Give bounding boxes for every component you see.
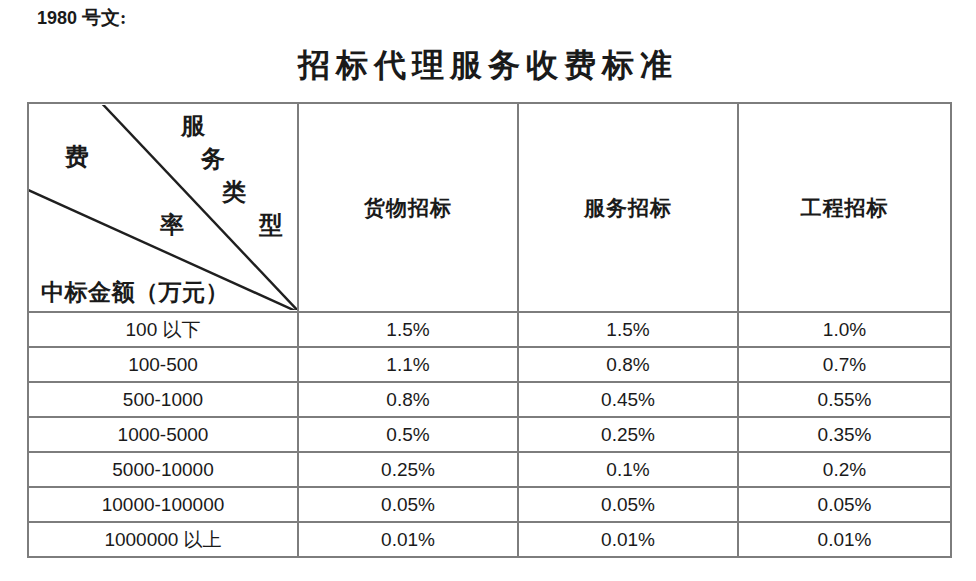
document-page: { "doc_ref": { "number": "1980", "suffix… — [0, 0, 976, 581]
row-range-cell: 100 以下 — [28, 312, 298, 347]
table-row: 100 以下 1.5% 1.5% 1.0% — [28, 312, 951, 347]
rate-cell: 0.35% — [738, 417, 951, 452]
row-range-cell: 1000000 以上 — [28, 522, 298, 557]
rate-cell: 0.1% — [518, 452, 738, 487]
corner-type-char-1: 服 — [181, 114, 205, 138]
rate-cell: 0.05% — [738, 487, 951, 522]
table-row: 1000000 以上 0.01% 0.01% 0.01% — [28, 522, 951, 557]
column-header-engineering: 工程招标 — [738, 103, 951, 312]
table-row: 1000-5000 0.5% 0.25% 0.35% — [28, 417, 951, 452]
rate-cell: 1.1% — [298, 347, 518, 382]
table-row: 5000-10000 0.25% 0.1% 0.2% — [28, 452, 951, 487]
rate-cell: 0.05% — [298, 487, 518, 522]
rate-cell: 1.5% — [298, 312, 518, 347]
fee-standard-table: 服 务 类 型 费 率 中标金额（万元） 货物招标 服务招标 工程招标 100 … — [27, 102, 952, 558]
corner-rate-char-2: 率 — [160, 213, 184, 237]
page-title: 招标代理服务收费标准 — [0, 44, 976, 88]
rate-cell: 0.7% — [738, 347, 951, 382]
table-row: 500-1000 0.8% 0.45% 0.55% — [28, 382, 951, 417]
corner-rate-char-1: 费 — [65, 145, 89, 169]
rate-cell: 0.2% — [738, 452, 951, 487]
rate-cell: 1.0% — [738, 312, 951, 347]
row-range-cell: 10000-100000 — [28, 487, 298, 522]
corner-header-cell: 服 务 类 型 费 率 中标金额（万元） — [28, 103, 298, 312]
table-header-row: 服 务 类 型 费 率 中标金额（万元） 货物招标 服务招标 工程招标 — [28, 103, 951, 312]
rate-cell: 0.25% — [298, 452, 518, 487]
rate-cell: 0.05% — [518, 487, 738, 522]
corner-type-char-4: 型 — [259, 213, 283, 237]
row-range-cell: 1000-5000 — [28, 417, 298, 452]
rate-cell: 0.5% — [298, 417, 518, 452]
corner-type-char-2: 务 — [201, 147, 225, 171]
corner-type-char-3: 类 — [222, 180, 246, 204]
doc-reference: 1980号文: — [37, 5, 126, 31]
table-row: 100-500 1.1% 0.8% 0.7% — [28, 347, 951, 382]
rate-cell: 0.8% — [518, 347, 738, 382]
column-header-goods: 货物招标 — [298, 103, 518, 312]
rate-cell: 0.01% — [738, 522, 951, 557]
corner-amount-label: 中标金额（万元） — [41, 277, 229, 308]
corner-diagonal-area: 服 务 类 型 费 率 中标金额（万元） — [29, 105, 297, 310]
rate-cell: 0.8% — [298, 382, 518, 417]
rate-cell: 0.55% — [738, 382, 951, 417]
column-header-services: 服务招标 — [518, 103, 738, 312]
rate-cell: 0.45% — [518, 382, 738, 417]
doc-reference-number: 1980 — [37, 8, 77, 28]
rate-cell: 0.25% — [518, 417, 738, 452]
doc-reference-suffix: 号文: — [82, 7, 126, 28]
row-range-cell: 100-500 — [28, 347, 298, 382]
rate-cell: 1.5% — [518, 312, 738, 347]
rate-cell: 0.01% — [298, 522, 518, 557]
row-range-cell: 500-1000 — [28, 382, 298, 417]
table-row: 10000-100000 0.05% 0.05% 0.05% — [28, 487, 951, 522]
rate-cell: 0.01% — [518, 522, 738, 557]
row-range-cell: 5000-10000 — [28, 452, 298, 487]
